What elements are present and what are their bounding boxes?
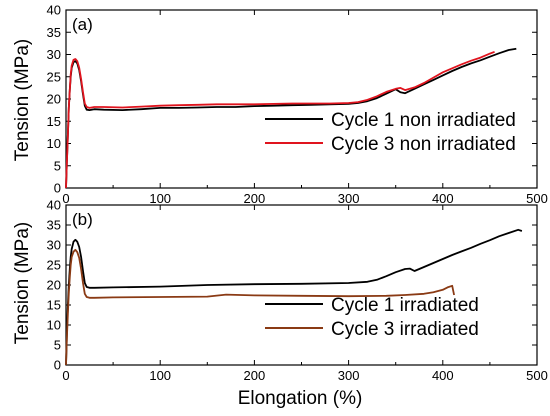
legend-label-a-2: Cycle 3 non irradiated <box>331 134 516 155</box>
y-tick-label-a: 5 <box>54 158 61 173</box>
panel-b: 0 100 200 300 400 5000510152025303540(b)Cycle… <box>47 198 548 384</box>
series-line-a-2 <box>65 50 495 189</box>
y-tick-label-b: 30 <box>47 238 61 253</box>
x-tick-label-a: 0 <box>62 191 69 206</box>
y-axis-title-a: Tension (MPa) <box>12 39 33 162</box>
y-tick-label-a: 15 <box>47 114 61 129</box>
x-tick-label-a: 300 <box>338 191 360 206</box>
panel-label-b: (b) <box>72 210 93 229</box>
series-line-a-1 <box>65 47 517 189</box>
x-tick-label-a: 500 <box>526 191 548 206</box>
legend-label-a-1: Cycle 1 non irradiated <box>331 110 516 131</box>
x-tick-label-b: 300 <box>338 368 360 383</box>
y-tick-label-a: 20 <box>47 92 61 107</box>
series-line-b-1 <box>65 228 523 366</box>
x-axis-title: Elongation (%) <box>238 388 363 409</box>
y-tick-label-b: 40 <box>47 198 61 213</box>
y-tick-label-a: 0 <box>54 181 61 196</box>
x-tick-label-a: 100 <box>149 191 171 206</box>
x-tick-label-b: 0 <box>62 368 69 383</box>
panel-a: 0 100 200 300 400 500 0 5 10 15 20 25 30 35 40 (a) Cycle… <box>47 3 548 207</box>
y-tick-label-b: 5 <box>54 338 61 353</box>
y-tick-label-b: 10 <box>47 318 61 333</box>
panel-label-a: (a) <box>72 15 93 34</box>
y-tick-label-b: 20 <box>47 278 61 293</box>
y-tick-label-a: 30 <box>47 47 61 62</box>
y-tick-label-b: 35 <box>47 218 61 233</box>
x-tick-label-b: 200 <box>244 368 266 383</box>
x-tick-label-a: 400 <box>432 191 454 206</box>
y-tick-label-b: 0 <box>54 358 61 373</box>
plot-frame-b <box>65 204 538 366</box>
legend-label-b-2: Cycle 3 irradiated <box>331 319 479 340</box>
series-line-b-2 <box>65 248 455 366</box>
x-tick-label-b: 400 <box>432 368 454 383</box>
legend-label-b-1: Cycle 1 irradiated <box>331 295 479 316</box>
x-tick-label-b: 500 <box>526 368 548 383</box>
y-tick-label-a: 10 <box>47 136 61 151</box>
y-axis-title-b: Tension (MPa) <box>12 222 33 345</box>
y-tick-label-b: 25 <box>47 258 61 273</box>
y-tick-label-a: 35 <box>47 25 61 40</box>
y-tick-label-b: 15 <box>47 298 61 313</box>
plot-frame-a <box>65 9 538 189</box>
x-tick-label-b: 100 <box>149 368 171 383</box>
y-tick-label-a: 40 <box>47 3 61 18</box>
x-tick-label-a: 200 <box>244 191 266 206</box>
y-tick-label-a: 25 <box>47 69 61 84</box>
